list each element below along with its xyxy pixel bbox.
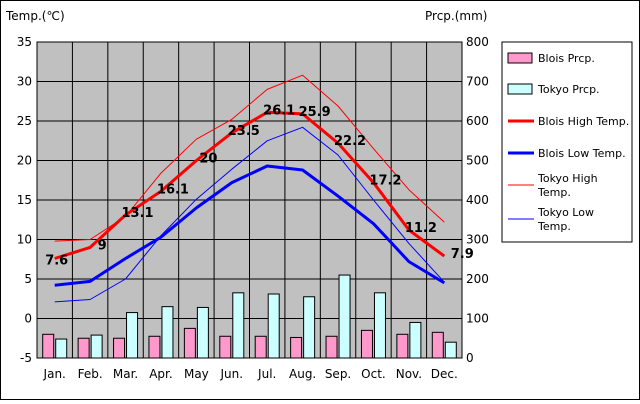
legend-label: Tokyo Prcp. bbox=[537, 83, 600, 96]
x-tick-label: May bbox=[184, 367, 209, 381]
data-label: 17.2 bbox=[369, 174, 401, 189]
data-label: 7.6 bbox=[45, 253, 68, 268]
y-right-tick-label: 400 bbox=[466, 193, 489, 207]
legend-label: Blois Low Temp. bbox=[538, 147, 626, 160]
x-tick-label: Mar. bbox=[113, 367, 138, 381]
y-left-tick-label: 5 bbox=[24, 272, 32, 286]
x-tick-label: Oct. bbox=[361, 367, 386, 381]
legend-label-line: Temp. bbox=[537, 186, 571, 199]
bar-tokyo-prcp bbox=[444, 341, 457, 359]
data-label: 13.1 bbox=[122, 206, 154, 221]
legend: Blois Prcp. Tokyo Prcp. Blois High Temp. Bl… bbox=[507, 52, 629, 233]
bar-tokyo-prcp bbox=[267, 293, 280, 359]
bar-tokyo-prcp bbox=[196, 306, 209, 359]
data-labels: 7.6 9 13.116.1 20 23.526.1 25.922.2 17.2 11.2 7.… bbox=[45, 103, 474, 268]
bar-blois-prcp bbox=[254, 335, 267, 359]
x-tick-label: Sep. bbox=[325, 367, 351, 381]
x-tick-label: Dec. bbox=[431, 367, 458, 381]
line-tokyo-low-temp bbox=[54, 126, 445, 303]
legend-label-line: Temp. bbox=[537, 220, 571, 233]
y-left-tick-label: 10 bbox=[17, 233, 32, 247]
bar-tokyo-prcp bbox=[161, 306, 174, 359]
y-left-tick-label: 25 bbox=[17, 114, 32, 128]
bar-blois-prcp bbox=[290, 336, 303, 359]
x-tick-label: Aug. bbox=[289, 367, 316, 381]
bar-blois-prcp bbox=[431, 331, 444, 359]
x-tick-label: Apr. bbox=[149, 367, 172, 381]
bar-blois-prcp bbox=[42, 333, 55, 359]
data-label: 16.1 bbox=[157, 182, 189, 197]
bar-tokyo-prcp bbox=[373, 292, 386, 359]
data-label: 11.2 bbox=[405, 221, 437, 236]
legend-box bbox=[501, 41, 633, 243]
y-left-tick-label: 35 bbox=[17, 35, 32, 49]
bar-tokyo-prcp bbox=[126, 312, 139, 359]
legend-label: Blois Prcp. bbox=[538, 52, 595, 65]
data-label: 25.9 bbox=[299, 105, 331, 120]
y-right-tick-label: 600 bbox=[466, 114, 489, 128]
x-tick-label: Jun. bbox=[220, 367, 244, 381]
y-left-axis-title: Temp.(℃) bbox=[5, 9, 65, 23]
bar-blois-prcp bbox=[360, 329, 373, 359]
bar-blois-prcp bbox=[77, 337, 90, 359]
y-left-tick-label: 15 bbox=[17, 193, 32, 207]
bar-blois-prcp bbox=[219, 335, 232, 359]
data-label: 26.1 bbox=[263, 103, 295, 118]
data-label: 23.5 bbox=[228, 124, 260, 139]
legend-label-line: Tokyo High bbox=[537, 172, 598, 185]
data-label: 22.2 bbox=[334, 134, 366, 149]
bar-blois-prcp bbox=[113, 337, 126, 359]
x-tick-label: Jul. bbox=[257, 367, 276, 381]
bar-blois-prcp bbox=[396, 333, 409, 359]
bar-tokyo-prcp bbox=[409, 321, 422, 359]
bar-tokyo-prcp bbox=[55, 338, 68, 359]
legend-swatch bbox=[507, 83, 533, 95]
x-tick-label: Nov. bbox=[396, 367, 422, 381]
data-label: 20 bbox=[199, 152, 217, 167]
y-right-tick-label: 300 bbox=[466, 233, 489, 247]
y-right-axis-title: Prcp.(mm) bbox=[425, 9, 487, 23]
bar-tokyo-prcp bbox=[303, 296, 316, 359]
y-right-tick-label: 500 bbox=[466, 154, 489, 168]
legend-label: Tokyo High Temp. bbox=[537, 172, 598, 199]
bar-blois-prcp bbox=[325, 335, 338, 359]
y-left-tick-label: 30 bbox=[17, 75, 32, 89]
legend-label: Blois High Temp. bbox=[538, 115, 629, 128]
y-right-tick-label: 0 bbox=[466, 351, 474, 365]
y-left-tick-label: 0 bbox=[24, 312, 32, 326]
line-blois-low-temp bbox=[54, 164, 446, 287]
bar-blois-prcp bbox=[183, 327, 196, 359]
bar-tokyo-prcp bbox=[232, 292, 245, 359]
y-right-tick-label: 200 bbox=[466, 272, 489, 286]
line-series bbox=[54, 74, 446, 303]
legend-label-line: Tokyo Low bbox=[537, 206, 594, 219]
bar-blois-prcp bbox=[148, 335, 161, 359]
legend-swatch bbox=[507, 52, 533, 64]
y-right-tick-label: 800 bbox=[466, 35, 489, 49]
bar-series bbox=[42, 274, 457, 359]
line-blois-high-temp bbox=[54, 110, 446, 260]
legend-label: Tokyo Low Temp. bbox=[537, 206, 594, 233]
data-label: 9 bbox=[98, 238, 107, 253]
x-tick-label: Feb. bbox=[78, 367, 103, 381]
x-tick-label: Jan. bbox=[43, 367, 66, 381]
y-left-tick-label: -5 bbox=[20, 351, 32, 365]
y-right-tick-label: 700 bbox=[466, 75, 489, 89]
data-label: 7.9 bbox=[451, 247, 474, 262]
bar-tokyo-prcp bbox=[338, 274, 351, 359]
y-left-tick-label: 20 bbox=[17, 154, 32, 168]
y-right-tick-label: 100 bbox=[466, 312, 489, 326]
bar-tokyo-prcp bbox=[90, 334, 103, 359]
